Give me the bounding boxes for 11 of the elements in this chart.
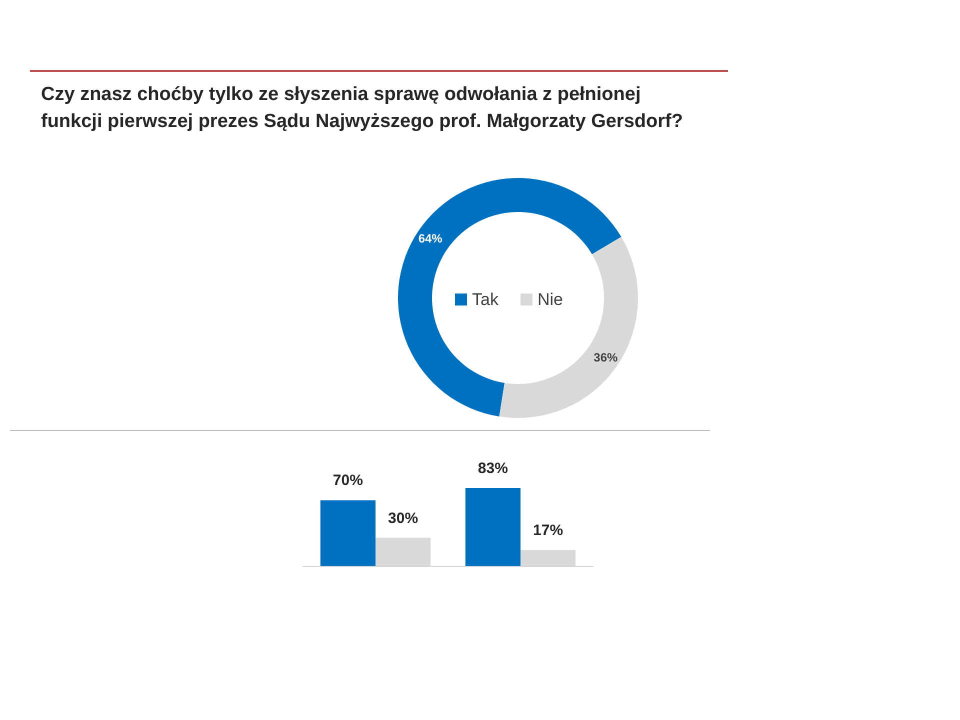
data-label: 36% [594,350,618,365]
legend-label: Nie [537,290,563,309]
legend-label: Tak [472,290,499,309]
bar [465,488,520,566]
data-label: 64% [418,231,443,246]
bar [320,500,376,566]
chart-title: Czy znasz choćby tylko ze słyszenia sprawę odwołania z pełnionej funkcji pierwszej prezes Sądu Najwyższego prof. Małgorzaty Gersdorf? [41,84,683,132]
data-label: 17% [533,522,564,540]
data-label: 70% [332,472,363,490]
data-label: 83% [478,460,508,477]
data-label: 30% [388,510,418,527]
